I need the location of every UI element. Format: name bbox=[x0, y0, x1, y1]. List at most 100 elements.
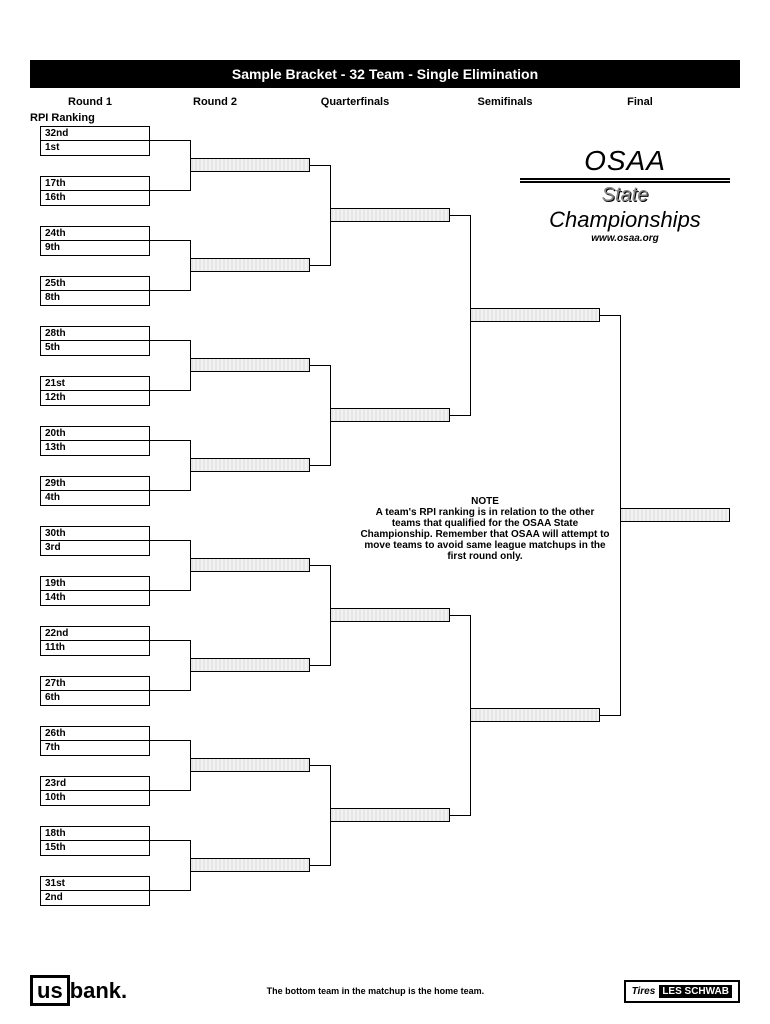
seed-top: 30th bbox=[41, 527, 149, 541]
seed-top: 18th bbox=[41, 827, 149, 841]
r2-0-h1 bbox=[150, 140, 191, 141]
r4-0-h1 bbox=[450, 215, 471, 216]
seed-top: 29th bbox=[41, 477, 149, 491]
r2-4-slot bbox=[190, 558, 310, 572]
seed-top: 23rd bbox=[41, 777, 149, 791]
r3-3-slot bbox=[330, 808, 450, 822]
seed-top: 17th bbox=[41, 177, 149, 191]
schwab-tires: Tires bbox=[632, 986, 656, 997]
r1-match-4: 28th5th bbox=[40, 326, 150, 356]
r4-0-h2 bbox=[450, 415, 471, 416]
final-h2 bbox=[600, 715, 621, 716]
seed-bottom: 12th bbox=[41, 391, 149, 405]
seed-top: 31st bbox=[41, 877, 149, 891]
r3-3-h1 bbox=[310, 765, 331, 766]
quarterfinals-label: Quarterfinals bbox=[280, 96, 430, 108]
r2-3-h1 bbox=[150, 440, 191, 441]
r2-2-h2 bbox=[150, 390, 191, 391]
r1-match-15: 31st2nd bbox=[40, 876, 150, 906]
seed-bottom: 16th bbox=[41, 191, 149, 205]
seed-bottom: 6th bbox=[41, 691, 149, 705]
r1-match-14: 18th15th bbox=[40, 826, 150, 856]
seed-top: 22nd bbox=[41, 627, 149, 641]
seed-bottom: 15th bbox=[41, 841, 149, 855]
final-slot bbox=[620, 508, 730, 522]
r3-1-h2 bbox=[310, 465, 331, 466]
schwab-les: LES SCHWAB bbox=[659, 985, 732, 998]
r2-5-h1 bbox=[150, 640, 191, 641]
logo-url: www.osaa.org bbox=[520, 233, 730, 244]
r3-0-h2 bbox=[310, 265, 331, 266]
r3-2-h2 bbox=[310, 665, 331, 666]
r1-match-10: 22nd11th bbox=[40, 626, 150, 656]
round-2-label: Round 2 bbox=[150, 96, 280, 108]
r2-4-h2 bbox=[150, 590, 191, 591]
r1-match-2: 24th9th bbox=[40, 226, 150, 256]
note-box: NOTEA team's RPI ranking is in relation … bbox=[360, 496, 610, 562]
r1-match-11: 27th6th bbox=[40, 676, 150, 706]
r2-2-slot bbox=[190, 358, 310, 372]
header-title: Sample Bracket - 32 Team - Single Elimin… bbox=[30, 60, 740, 88]
seed-bottom: 9th bbox=[41, 241, 149, 255]
seed-top: 28th bbox=[41, 327, 149, 341]
r1-match-5: 21st12th bbox=[40, 376, 150, 406]
seed-bottom: 11th bbox=[41, 641, 149, 655]
r3-3-h2 bbox=[310, 865, 331, 866]
logo-line2: State bbox=[520, 184, 730, 207]
r2-6-h1 bbox=[150, 740, 191, 741]
r1-match-12: 26th7th bbox=[40, 726, 150, 756]
footer: usbank. The bottom team in the matchup i… bbox=[30, 978, 740, 1004]
final-h1 bbox=[600, 315, 621, 316]
r2-1-slot bbox=[190, 258, 310, 272]
seed-bottom: 4th bbox=[41, 491, 149, 505]
seed-bottom: 8th bbox=[41, 291, 149, 305]
osaa-logo: OSAA State Championships www.osaa.org bbox=[520, 145, 730, 244]
seed-top: 21st bbox=[41, 377, 149, 391]
seed-bottom: 7th bbox=[41, 741, 149, 755]
r2-3-h2 bbox=[150, 490, 191, 491]
r2-6-slot bbox=[190, 758, 310, 772]
usbank-bank: bank bbox=[70, 978, 121, 1003]
seed-bottom: 13th bbox=[41, 441, 149, 455]
r3-2-slot bbox=[330, 608, 450, 622]
seed-top: 26th bbox=[41, 727, 149, 741]
r2-4-h1 bbox=[150, 540, 191, 541]
r1-match-8: 30th3rd bbox=[40, 526, 150, 556]
logo-line1: OSAA bbox=[520, 145, 730, 177]
seed-top: 20th bbox=[41, 427, 149, 441]
r3-0-slot bbox=[330, 208, 450, 222]
bracket-area: 32nd1st 17th16th 24th9th 25th8th 28th5th 21st… bbox=[30, 126, 740, 936]
r2-1-h2 bbox=[150, 290, 191, 291]
r3-1-h1 bbox=[310, 365, 331, 366]
note-title: NOTE bbox=[360, 496, 610, 507]
seed-bottom: 10th bbox=[41, 791, 149, 805]
round-headers: Round 1 Round 2 Quarterfinals Semifinals… bbox=[30, 96, 740, 108]
sponsor-usbank: usbank. bbox=[30, 978, 127, 1004]
seed-top: 25th bbox=[41, 277, 149, 291]
r1-match-13: 23rd10th bbox=[40, 776, 150, 806]
seed-bottom: 14th bbox=[41, 591, 149, 605]
r4-1-h2 bbox=[450, 815, 471, 816]
seed-top: 32nd bbox=[41, 127, 149, 141]
logo-line3: Championships bbox=[520, 207, 730, 233]
seed-bottom: 2nd bbox=[41, 891, 149, 905]
r2-7-slot bbox=[190, 858, 310, 872]
seed-bottom: 3rd bbox=[41, 541, 149, 555]
usbank-us: us bbox=[30, 975, 70, 1006]
seed-top: 24th bbox=[41, 227, 149, 241]
r1-match-6: 20th13th bbox=[40, 426, 150, 456]
r1-match-0: 32nd1st bbox=[40, 126, 150, 156]
r1-match-7: 29th4th bbox=[40, 476, 150, 506]
r3-1-slot bbox=[330, 408, 450, 422]
r3-0-h1 bbox=[310, 165, 331, 166]
semifinals-label: Semifinals bbox=[430, 96, 580, 108]
seed-bottom: 1st bbox=[41, 141, 149, 155]
r2-7-h1 bbox=[150, 840, 191, 841]
r4-0-slot bbox=[470, 308, 600, 322]
r2-6-h2 bbox=[150, 790, 191, 791]
r2-3-slot bbox=[190, 458, 310, 472]
footer-text: The bottom team in the matchup is the ho… bbox=[267, 986, 485, 996]
seed-top: 19th bbox=[41, 577, 149, 591]
note-body: A team's RPI ranking is in relation to t… bbox=[360, 507, 610, 562]
r3-2-h1 bbox=[310, 565, 331, 566]
